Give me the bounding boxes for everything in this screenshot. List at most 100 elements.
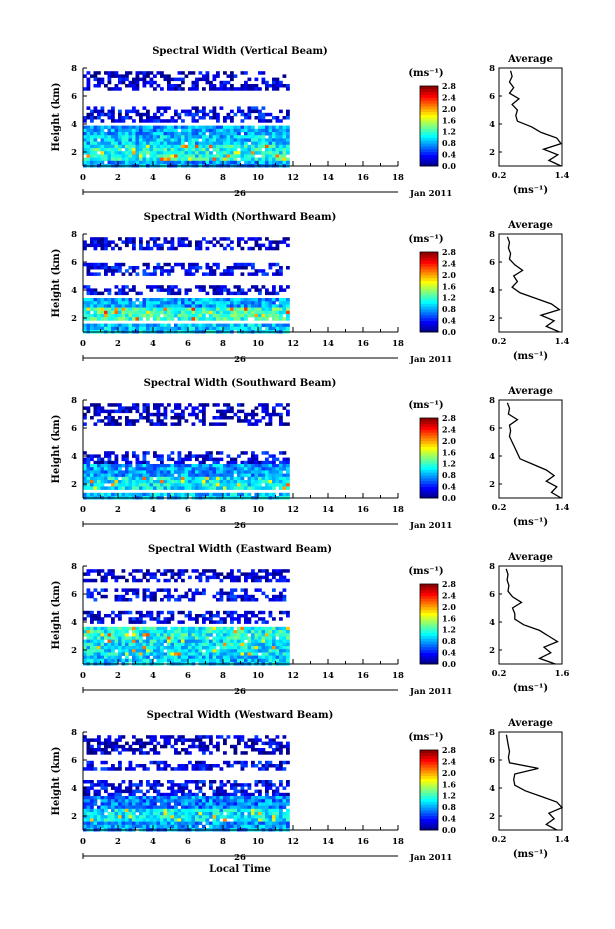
heatmap-cell xyxy=(149,486,154,490)
heatmap-cell xyxy=(111,818,115,822)
heatmap-cell xyxy=(233,642,238,647)
heatmap-cell xyxy=(181,310,185,315)
x-tick-label: 18 xyxy=(392,339,404,349)
heatmap-cell xyxy=(100,805,105,810)
heatmap-cell xyxy=(223,301,227,305)
heatmap-cell xyxy=(121,575,126,580)
heatmap-cell xyxy=(167,317,171,321)
heatmap-cell xyxy=(275,317,280,321)
heatmap-cell xyxy=(121,262,126,267)
heatmap-cell xyxy=(139,301,143,305)
heatmap-cell xyxy=(118,416,122,420)
heatmap-cell xyxy=(142,741,147,746)
heatmap-cell xyxy=(128,572,133,576)
heatmap-cell xyxy=(93,633,98,637)
heatmap-cell xyxy=(86,591,91,596)
heatmap-cell xyxy=(125,652,129,656)
heatmap-cell xyxy=(261,639,266,644)
heatmap-cell xyxy=(86,71,91,75)
heatmap-cell xyxy=(265,620,269,624)
heatmap-cell xyxy=(261,269,266,273)
heatmap-cell xyxy=(188,642,192,647)
heatmap-cell xyxy=(118,789,122,794)
heatmap-cell xyxy=(104,288,108,292)
heatmap-cell xyxy=(209,454,213,458)
heatmap-cell xyxy=(195,633,199,637)
heatmap-cell xyxy=(226,652,231,656)
heatmap-cell xyxy=(132,160,136,165)
heatmap-cell xyxy=(226,649,231,653)
heatmap-cell xyxy=(146,815,150,819)
heatmap-cell xyxy=(153,119,157,123)
heatmap-cell xyxy=(237,243,241,248)
heatmap-cell xyxy=(212,77,217,82)
heatmap-cell xyxy=(86,476,91,481)
heatmap-cell xyxy=(118,317,122,321)
heatmap-cell xyxy=(97,818,101,822)
heatmap-cell xyxy=(184,786,189,790)
heatmap-cell xyxy=(149,128,154,133)
heatmap-cell xyxy=(230,460,234,465)
heatmap-cell xyxy=(135,272,140,276)
colorbar-swatch xyxy=(420,91,438,95)
heatmap-cell xyxy=(160,744,164,749)
heatmap-cell xyxy=(128,646,133,650)
heatmap-cell xyxy=(128,649,133,653)
heatmap-cell xyxy=(156,148,161,152)
heatmap-cell xyxy=(153,812,157,816)
heatmap-cell xyxy=(107,812,112,816)
heatmap-cell xyxy=(93,314,98,318)
heatmap-cell xyxy=(93,617,98,621)
heatmap-cell xyxy=(212,310,217,315)
heatmap-cell xyxy=(195,646,199,650)
colorbar-swatch xyxy=(420,432,438,436)
heatmap-cell xyxy=(170,470,175,474)
heatmap-cell xyxy=(275,240,280,244)
heatmap-cell xyxy=(275,467,280,471)
heatmap-cell xyxy=(125,457,129,462)
heatmap-cell xyxy=(83,323,87,328)
heatmap-cell xyxy=(209,144,213,149)
heatmap-cell xyxy=(97,812,101,816)
heatmap-cell xyxy=(282,154,287,158)
heatmap-cell xyxy=(216,476,220,481)
heatmap-cell xyxy=(128,240,133,244)
heatmap-cell xyxy=(174,464,178,468)
heatmap-cell xyxy=(156,760,161,765)
heatmap-cell xyxy=(286,116,290,120)
heatmap-cell xyxy=(261,307,266,312)
heatmap-cell xyxy=(139,824,143,829)
heatmap-cell xyxy=(247,476,252,481)
heatmap-cell xyxy=(97,125,101,130)
heatmap-cell xyxy=(167,157,171,162)
heatmap-cell xyxy=(128,789,133,794)
heatmap-cell xyxy=(86,786,91,790)
heatmap-cell xyxy=(247,610,252,615)
heatmap-cell xyxy=(174,406,178,410)
x-tick-label: 4 xyxy=(150,173,156,183)
heatmap-cell xyxy=(230,109,234,114)
heatmap-cell xyxy=(97,148,101,152)
heatmap-cell xyxy=(146,240,150,244)
heatmap-cell xyxy=(163,738,168,742)
heatmap-cell xyxy=(268,642,273,647)
heatmap-cell xyxy=(160,74,164,78)
average-title: Average xyxy=(507,552,553,563)
heatmap-cell xyxy=(114,792,119,797)
heatmap-cell xyxy=(83,307,87,312)
heatmap-cell xyxy=(272,406,276,410)
heatmap-cell xyxy=(198,467,203,471)
heatmap-cell xyxy=(254,317,259,321)
heatmap-cell xyxy=(177,138,182,142)
heatmap-cell xyxy=(223,160,227,165)
heatmap-cell xyxy=(188,125,192,130)
heatmap-cell xyxy=(97,476,101,481)
heatmap-cell xyxy=(111,246,115,251)
heatmap-cell xyxy=(142,403,147,407)
heatmap-cell xyxy=(240,630,245,634)
heatmap-cell xyxy=(188,789,192,794)
heatmap-cell xyxy=(275,630,280,634)
heatmap-cell xyxy=(97,572,101,576)
heatmap-cell xyxy=(90,818,94,822)
heatmap-cell xyxy=(114,812,119,816)
